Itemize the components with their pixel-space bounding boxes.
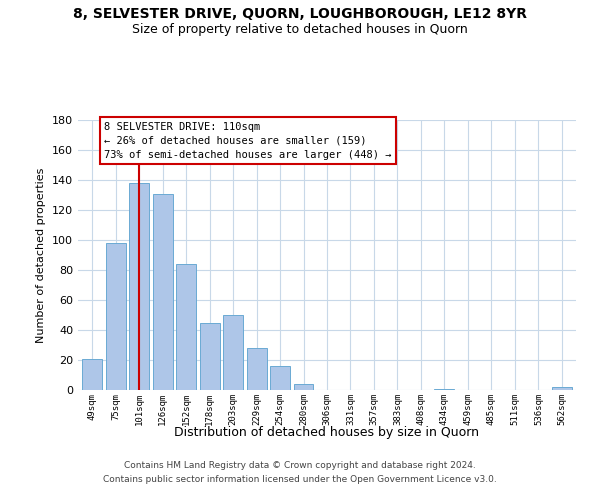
- Bar: [200, 322, 220, 390]
- Bar: [152, 194, 173, 390]
- Bar: [293, 384, 313, 390]
- Text: Distribution of detached houses by size in Quorn: Distribution of detached houses by size …: [175, 426, 479, 439]
- Bar: [82, 358, 102, 390]
- Y-axis label: Number of detached properties: Number of detached properties: [37, 168, 46, 342]
- Bar: [129, 183, 149, 390]
- Text: Size of property relative to detached houses in Quorn: Size of property relative to detached ho…: [132, 22, 468, 36]
- Bar: [106, 243, 125, 390]
- Bar: [223, 315, 243, 390]
- Bar: [270, 366, 290, 390]
- Text: Contains HM Land Registry data © Crown copyright and database right 2024.
Contai: Contains HM Land Registry data © Crown c…: [103, 462, 497, 483]
- Bar: [176, 264, 196, 390]
- Bar: [552, 387, 572, 390]
- Text: 8 SELVESTER DRIVE: 110sqm
← 26% of detached houses are smaller (159)
73% of semi: 8 SELVESTER DRIVE: 110sqm ← 26% of detac…: [104, 122, 391, 160]
- Bar: [434, 388, 454, 390]
- Text: 8, SELVESTER DRIVE, QUORN, LOUGHBOROUGH, LE12 8YR: 8, SELVESTER DRIVE, QUORN, LOUGHBOROUGH,…: [73, 8, 527, 22]
- Bar: [247, 348, 266, 390]
